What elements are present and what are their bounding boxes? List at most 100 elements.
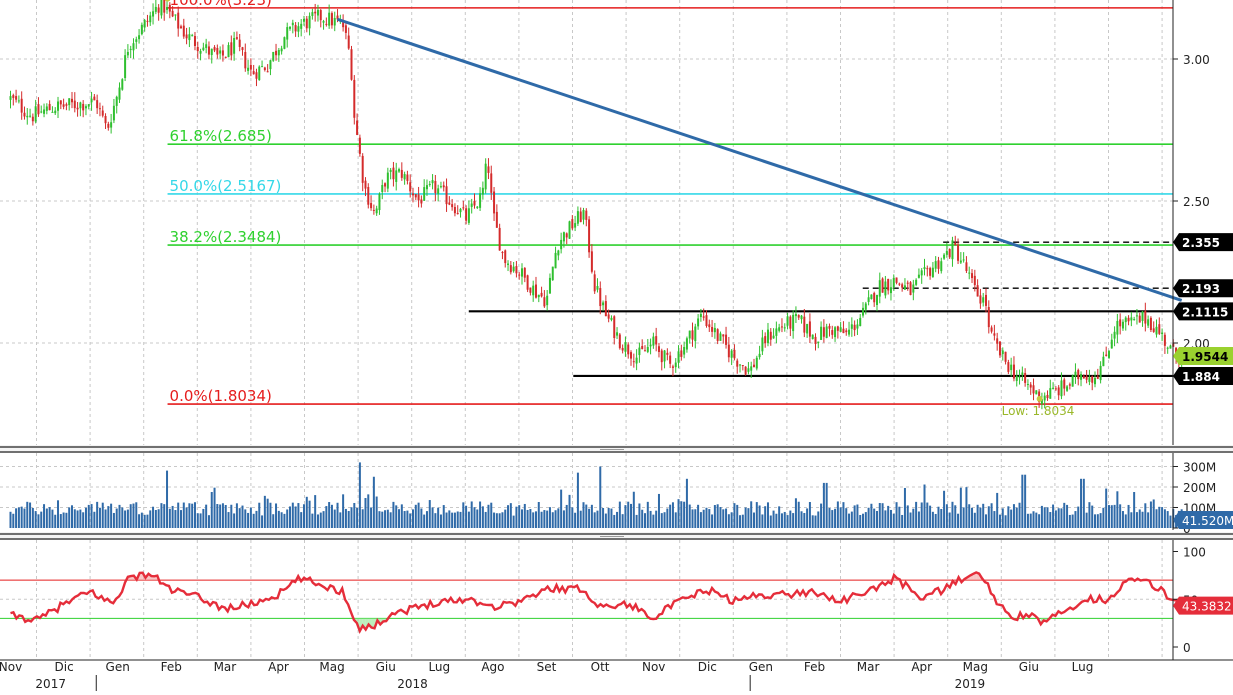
volume-bar [705,508,707,528]
candle-body [510,265,512,272]
volume-bar [820,504,822,528]
candle-body [390,170,392,172]
candle-body [792,315,794,331]
candle-body [669,356,671,364]
volume-bar [60,514,62,528]
candle-body [222,50,224,55]
candle-body [583,210,585,220]
candle-body [482,188,484,195]
volume-bar [837,501,839,528]
volume-bar [728,514,730,528]
candle-body [1094,378,1096,384]
candle-body [801,316,803,319]
volume-bar [18,507,20,528]
price-panel: 100.0%(3.23)61.8%(2.685)50.0%(2.5167)38.… [10,0,1183,418]
volume-bar [859,515,861,528]
volume-bar [1108,505,1110,528]
volume-bar [499,513,501,528]
candle-body [239,40,241,47]
candle-body [717,329,719,341]
volume-bar [876,511,878,528]
volume-bar [722,509,724,528]
volume-bar [935,514,937,528]
volume-bar [440,515,442,528]
candle-body [996,338,998,343]
candle-body [144,20,146,27]
volume-bar [82,512,84,528]
candle-body [205,44,207,48]
volume-bar [376,497,378,528]
x-month-label: Nov [642,660,665,674]
candle-body [650,345,652,347]
volume-bar [241,506,243,528]
volume-bar [26,502,28,528]
candle-body [1019,377,1021,378]
volume-bar [194,502,196,528]
volume-bar [977,505,979,528]
candle-body [158,7,160,12]
volume-bar [88,505,90,528]
candle-body [54,111,56,113]
volume-bar [666,509,668,528]
volume-bar [49,507,51,528]
candle-body [1111,340,1113,349]
candle-body [177,13,179,29]
candle-body [1147,319,1149,325]
candle-body [468,208,470,223]
candle-body [311,12,313,16]
volume-bar [367,494,369,528]
candle-body [725,335,727,345]
volume-bar [965,487,967,528]
candle-body [241,47,243,50]
volume-bar [1077,507,1079,528]
candle-body [88,104,90,106]
volume-bar [85,508,87,528]
candle-body [77,108,79,110]
volume-bar [432,507,434,528]
x-month-label: Gen [106,660,130,674]
candle-body [1033,385,1035,393]
candle-body [225,57,227,58]
candle-body [904,285,906,289]
volume-bar [555,510,557,528]
candle-body [1091,376,1093,382]
volume-bar [996,493,998,528]
volume-bar [683,502,685,528]
volume-bar [186,507,188,528]
volume-bar [1049,512,1051,528]
volume-bar [208,515,210,528]
candle-body [694,327,696,342]
candle-body [49,104,51,110]
candle-body [457,213,459,214]
candle-body [275,51,277,55]
volume-bar [831,510,833,528]
volume-bar [471,501,473,528]
candle-body [1086,376,1088,379]
candle-body [761,338,763,352]
candle-body [124,55,126,78]
volume-bar [613,515,615,528]
volume-bar [116,509,118,528]
volume-bar [300,512,302,528]
candle-body [1058,387,1060,395]
candle-body [65,104,67,106]
candle-body [946,251,948,255]
volume-bar [1153,499,1155,528]
candle-body [532,286,534,296]
candle-body [378,194,380,210]
candle-body [496,212,498,228]
candle-body [549,278,551,294]
candle-body [697,318,699,326]
candle-body [188,34,190,40]
volume-bar [1091,506,1093,528]
low-label: Low: 1.8034 [1002,404,1075,418]
candle-body [789,317,791,329]
candle-body [848,330,850,335]
volume-bar [664,512,666,528]
candle-body [616,332,618,335]
volume-bar [1041,506,1043,528]
volume-bar [378,511,380,528]
candle-body [1007,362,1009,372]
volume-bar [535,511,537,528]
